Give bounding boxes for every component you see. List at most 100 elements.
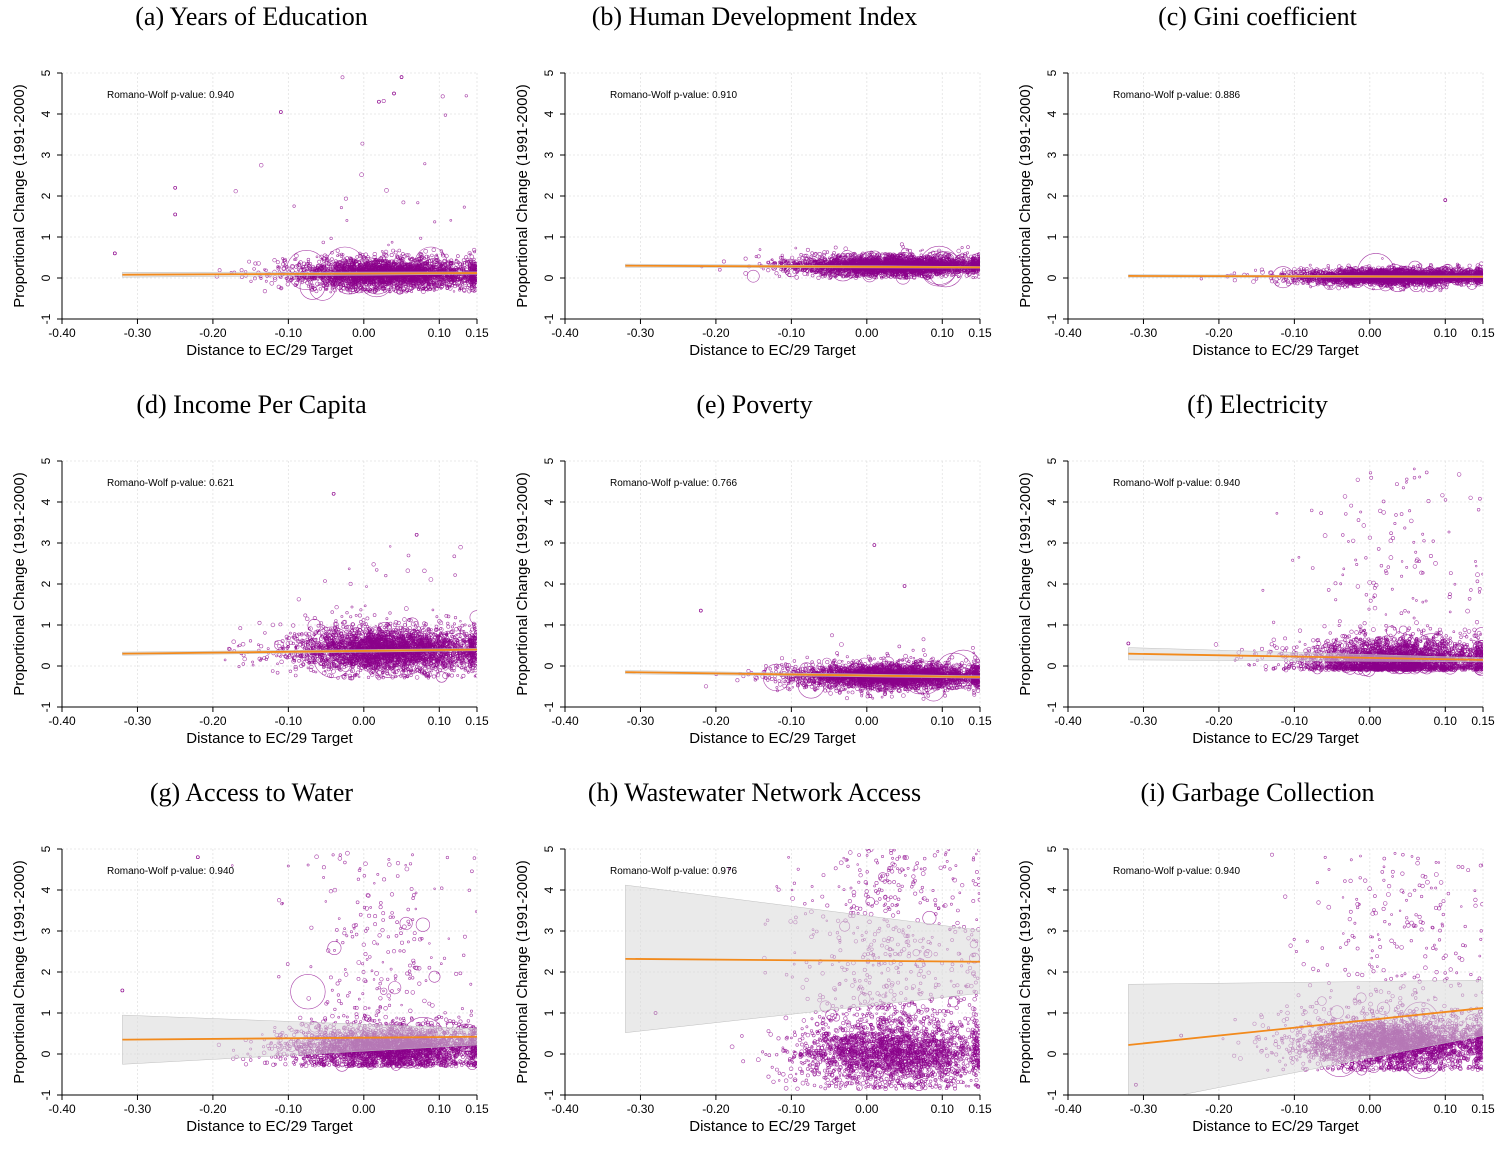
y-tick-label: 1	[39, 233, 53, 240]
data-point	[390, 253, 393, 256]
data-point	[286, 280, 288, 282]
x-tick-label: -0.20	[199, 326, 227, 340]
data-point	[319, 288, 322, 291]
outlier-point	[400, 76, 403, 79]
data-point	[306, 281, 309, 284]
data-point	[337, 255, 339, 257]
data-point	[330, 258, 333, 261]
x-tick-label: -0.10	[275, 326, 303, 340]
data-point	[811, 274, 814, 277]
data-point	[402, 201, 405, 204]
data-point	[385, 188, 389, 192]
data-point	[834, 246, 837, 249]
data-point	[420, 237, 422, 239]
data-point	[381, 250, 383, 252]
data-point	[922, 249, 924, 251]
data-point	[253, 268, 256, 271]
data-point	[463, 206, 465, 208]
data-point	[388, 244, 390, 246]
data-point	[330, 291, 332, 293]
data-point	[417, 202, 419, 204]
data-point	[394, 251, 397, 254]
data-point	[341, 76, 344, 79]
data-point	[259, 163, 263, 167]
data-point	[218, 269, 221, 272]
data-point	[424, 249, 428, 253]
data-point	[391, 241, 393, 243]
data-point	[744, 271, 748, 275]
y-axis-label: Proportional Change (1991-2000)	[11, 84, 28, 307]
data-point	[434, 221, 436, 223]
data-point	[322, 241, 325, 244]
data-point	[398, 249, 401, 252]
outlier-point	[174, 186, 177, 189]
data-point	[317, 279, 319, 281]
data-point	[295, 254, 299, 258]
data-point	[301, 282, 303, 284]
data-point	[360, 173, 364, 177]
data-point	[800, 253, 803, 256]
y-tick-label: 3	[39, 151, 53, 158]
scatter-points	[113, 76, 478, 301]
data-point	[803, 272, 807, 276]
data-point	[453, 291, 455, 293]
data-point	[385, 285, 387, 287]
data-point	[234, 189, 238, 193]
data-point	[356, 256, 359, 259]
y-tick-label: 0	[39, 274, 53, 281]
outlier-point	[174, 213, 177, 216]
data-point	[318, 260, 321, 263]
data-point	[766, 268, 770, 272]
x-tick-label: -0.30	[124, 326, 152, 340]
data-point	[382, 99, 385, 102]
data-point	[330, 261, 332, 263]
data-point	[403, 255, 407, 259]
data-point	[441, 95, 444, 98]
data-point	[265, 280, 267, 282]
y-tick-label: 5	[39, 69, 53, 76]
data-point	[276, 261, 279, 264]
data-point	[273, 258, 277, 262]
data-point	[301, 267, 303, 269]
data-point	[473, 258, 475, 260]
data-point	[424, 163, 426, 165]
data-point	[340, 256, 342, 258]
data-point	[293, 205, 296, 208]
data-point	[975, 277, 977, 279]
data-point	[411, 291, 413, 293]
data-point	[438, 286, 440, 288]
data-point	[286, 283, 290, 287]
data-point	[944, 274, 947, 277]
data-point	[806, 248, 809, 251]
data-point	[431, 254, 434, 257]
romano-wolf-annotation: Romano-Wolf p-value: 0.940	[107, 90, 235, 101]
y-tick-label: -1	[39, 313, 53, 324]
data-point	[336, 249, 339, 252]
data-point	[342, 257, 344, 259]
data-point	[457, 267, 459, 269]
data-point	[450, 219, 452, 221]
data-point	[881, 253, 883, 255]
data-point	[316, 256, 318, 258]
x-axis-label: Distance to EC/29 Target	[186, 342, 353, 359]
data-point	[280, 287, 282, 289]
grid	[565, 73, 980, 319]
outlier-point	[393, 92, 396, 95]
y-tick-label: 2	[39, 192, 53, 199]
data-point	[344, 197, 347, 200]
outlier-point	[377, 100, 380, 103]
data-point	[444, 114, 447, 117]
data-point	[417, 288, 419, 290]
x-tick-label: 0.15	[465, 326, 489, 340]
data-point	[250, 280, 253, 283]
data-point	[432, 248, 436, 252]
data-point	[248, 260, 251, 263]
data-point	[340, 206, 342, 208]
data-point	[361, 142, 364, 145]
outlier-point	[279, 110, 282, 113]
x-tick-label: -0.40	[48, 326, 76, 340]
data-point	[330, 237, 333, 240]
